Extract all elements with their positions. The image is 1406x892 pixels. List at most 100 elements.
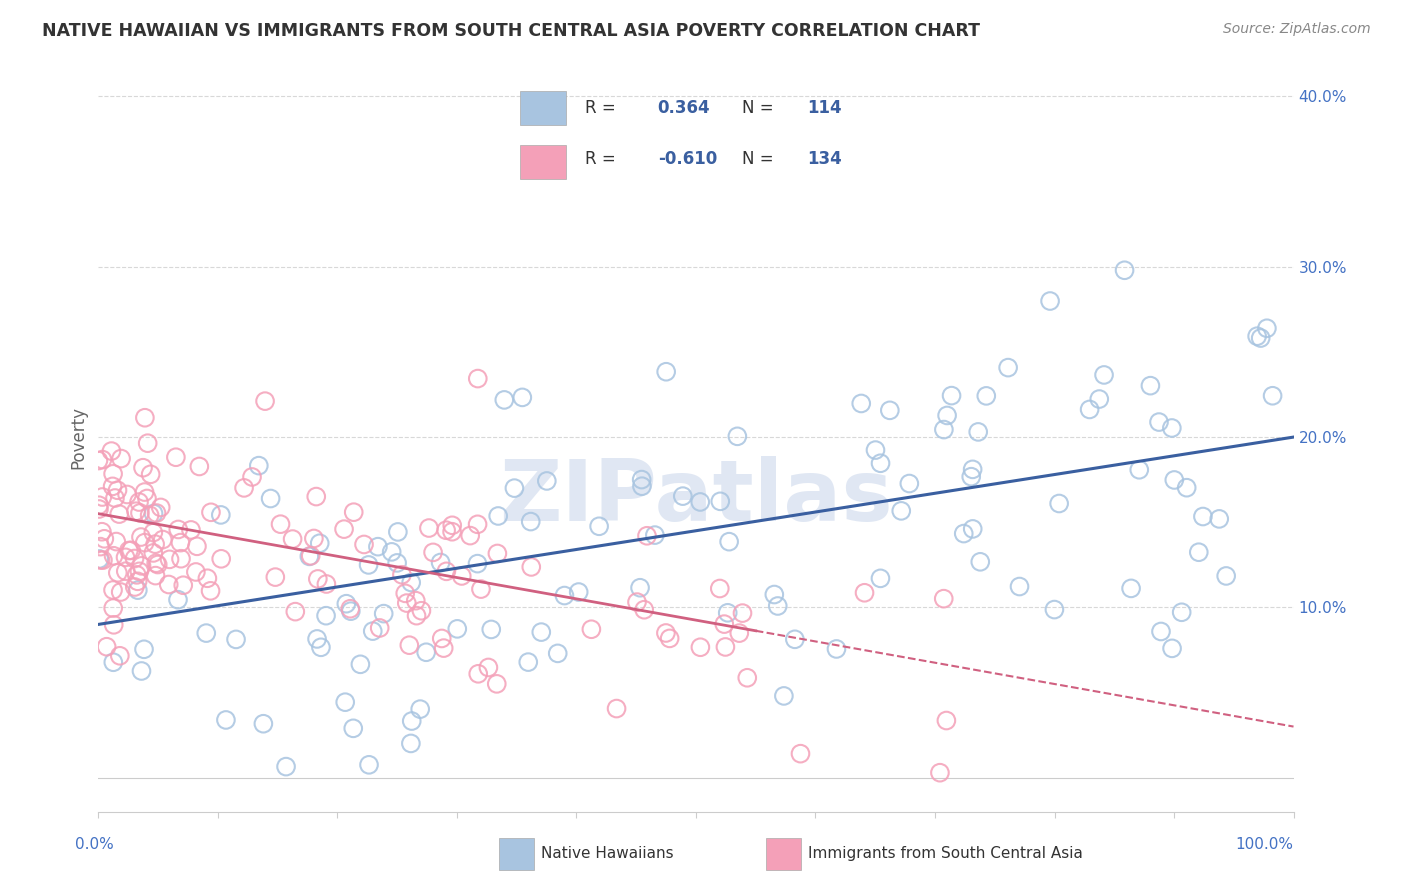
- Point: [735, 671, 758, 685]
- Point: [110, 585, 132, 599]
- Point: [134, 535, 156, 549]
- Point: [415, 645, 437, 659]
- Point: [129, 530, 152, 544]
- Point: [1008, 580, 1031, 594]
- Point: [1256, 321, 1278, 335]
- Point: [467, 557, 489, 571]
- Point: [200, 583, 222, 598]
- Point: [547, 646, 569, 660]
- Point: [368, 621, 391, 635]
- Point: [783, 632, 806, 647]
- Point: [630, 473, 652, 487]
- Point: [510, 391, 533, 405]
- Point: [259, 491, 281, 506]
- Point: [1119, 582, 1142, 596]
- Text: 0.0%: 0.0%: [75, 838, 114, 852]
- Point: [101, 601, 124, 615]
- Point: [655, 626, 678, 640]
- Point: [104, 491, 127, 505]
- Point: [494, 392, 516, 407]
- Point: [91, 490, 114, 504]
- Point: [157, 577, 180, 591]
- Point: [240, 470, 263, 484]
- Point: [689, 495, 711, 509]
- Point: [441, 524, 464, 539]
- Point: [405, 593, 427, 607]
- Point: [1128, 463, 1150, 477]
- Text: ZIPatlas: ZIPatlas: [499, 456, 893, 539]
- Point: [385, 556, 408, 570]
- Point: [434, 565, 457, 579]
- Point: [411, 604, 433, 618]
- Point: [714, 640, 737, 654]
- Point: [142, 507, 165, 521]
- Point: [519, 515, 541, 529]
- Point: [264, 570, 287, 584]
- Point: [114, 564, 136, 578]
- Point: [342, 722, 364, 736]
- Point: [103, 549, 125, 563]
- Point: [357, 757, 380, 772]
- Point: [108, 507, 131, 521]
- Point: [215, 713, 238, 727]
- Point: [713, 617, 735, 632]
- Point: [146, 558, 169, 572]
- Point: [87, 453, 110, 467]
- Point: [131, 558, 153, 573]
- Point: [467, 666, 489, 681]
- Point: [470, 582, 492, 596]
- Point: [997, 360, 1019, 375]
- Point: [120, 543, 142, 558]
- Point: [165, 450, 187, 465]
- Point: [136, 436, 159, 450]
- Point: [315, 577, 337, 591]
- Point: [134, 410, 156, 425]
- Point: [129, 506, 152, 520]
- Point: [429, 556, 451, 570]
- Point: [1192, 509, 1215, 524]
- Point: [1078, 402, 1101, 417]
- Point: [517, 655, 540, 669]
- Point: [644, 528, 666, 542]
- Point: [110, 451, 132, 466]
- Point: [103, 617, 125, 632]
- Point: [101, 479, 124, 493]
- Point: [709, 494, 731, 508]
- Point: [974, 389, 997, 403]
- Point: [1147, 415, 1170, 429]
- Point: [107, 566, 129, 580]
- Point: [936, 409, 959, 423]
- Point: [139, 467, 162, 482]
- Point: [132, 460, 155, 475]
- Point: [307, 632, 329, 646]
- Point: [145, 568, 167, 582]
- Point: [672, 489, 695, 503]
- Point: [869, 571, 891, 585]
- Point: [105, 534, 128, 549]
- Point: [952, 526, 974, 541]
- Point: [180, 523, 202, 537]
- Point: [486, 508, 509, 523]
- Point: [520, 560, 543, 574]
- Point: [606, 701, 628, 715]
- Point: [128, 565, 150, 579]
- Point: [655, 365, 678, 379]
- Point: [353, 537, 375, 551]
- Point: [486, 546, 509, 560]
- Point: [1043, 602, 1066, 616]
- Point: [477, 660, 499, 674]
- Point: [131, 664, 153, 678]
- Point: [633, 603, 655, 617]
- Point: [588, 519, 610, 533]
- Point: [658, 632, 681, 646]
- Point: [136, 491, 159, 506]
- Point: [125, 504, 148, 518]
- Point: [125, 567, 148, 582]
- Point: [728, 626, 751, 640]
- Point: [170, 551, 193, 566]
- Point: [167, 523, 190, 537]
- Point: [209, 551, 232, 566]
- Point: [89, 553, 111, 567]
- Point: [1208, 512, 1230, 526]
- Text: Immigrants from South Central Asia: Immigrants from South Central Asia: [808, 847, 1084, 861]
